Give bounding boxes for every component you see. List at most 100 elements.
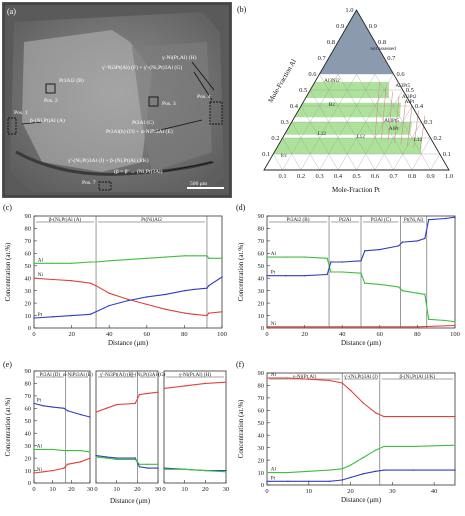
y-tick-label: 60	[258, 251, 265, 258]
y-axis-label: Concentration (at.%)	[4, 397, 12, 456]
data-point	[63, 449, 65, 452]
arrow-ijk	[161, 161, 215, 173]
data-point	[266, 275, 268, 277]
x-tick-label: 20	[347, 488, 354, 495]
x-tick-label: 40	[431, 488, 438, 495]
right-tick-label: 0.6	[397, 71, 406, 78]
y-tick-label: 0	[261, 482, 264, 489]
series-label: Pt	[271, 475, 276, 481]
data-point	[193, 288, 195, 291]
region-label: Al3Pt5	[395, 83, 410, 89]
data-point	[183, 312, 186, 314]
label-c: Pt3Al (C)	[132, 119, 154, 126]
series-line-ni	[33, 457, 91, 474]
data-point	[108, 260, 110, 262]
sem-image: (a) γ-Ni(Pt,Al) (H) γ'-Ni3Pt(Al) (F) + γ…	[2, 2, 232, 198]
y-tick-label: 40	[25, 430, 32, 437]
series-label: Al	[38, 257, 44, 263]
series-line-ni	[163, 381, 227, 389]
data-point	[341, 382, 343, 384]
data-point	[33, 402, 35, 405]
pos1-box	[7, 117, 17, 135]
y-tick-label: 70	[25, 238, 32, 245]
scale-bar-label: 500 μm	[190, 181, 208, 187]
data-point	[287, 471, 289, 474]
data-point	[341, 468, 343, 470]
left-tick-label: 0.6	[308, 71, 317, 78]
data-point	[341, 479, 343, 481]
label-h: γ-Ni(Pt,Al) (H)	[161, 54, 197, 61]
sem-mid-region	[132, 42, 212, 172]
x-tick-label: 0	[265, 488, 268, 495]
grid-line	[300, 105, 339, 171]
y-tick-label: 20	[258, 457, 265, 464]
left-axis-label: Mole-Fraction Al	[267, 58, 298, 104]
phase-label: γ'-(Ni,Pt)3Al (I)	[344, 373, 378, 380]
panel-a-label: (a)	[7, 7, 16, 16]
x-axis-label: Distance (μm)	[341, 496, 382, 504]
panel-a: (a) γ-Ni(Pt,Al) (H) γ'-Ni3Pt(Al) (F) + γ…	[2, 2, 232, 198]
grid-line	[319, 57, 385, 171]
bottom-tick-label: 0.4	[334, 173, 343, 180]
phase-label: Pt(Ni,Al)	[404, 216, 424, 223]
data-point	[193, 313, 195, 315]
y-tick-label: 60	[258, 408, 265, 415]
data-point	[164, 293, 167, 296]
data-point	[147, 463, 149, 465]
label-a: β-(Ni,Pt)Al (A)	[30, 117, 65, 124]
data-point	[89, 313, 92, 315]
data-point	[95, 261, 97, 263]
series-line-ni	[95, 391, 159, 413]
y-tick-label: 10	[25, 313, 32, 320]
data-point	[225, 471, 227, 473]
data-point	[379, 248, 381, 251]
x-tick-label: 10	[181, 486, 188, 493]
grid-line	[282, 25, 366, 171]
data-point	[379, 326, 381, 328]
label-de: Pt3Al(h) (D) + α-NiPt3Al (E)	[106, 128, 173, 135]
arrow-fg	[193, 71, 213, 101]
series-label: Ni	[37, 467, 43, 473]
panel-b-label: (b)	[237, 5, 247, 14]
sem-dark-band	[15, 150, 213, 176]
y-tick-label: 20	[25, 455, 32, 462]
data-point	[105, 456, 108, 458]
left-tick-label: 0.1	[262, 151, 270, 158]
x-tick-label: 20	[68, 486, 75, 493]
y-tick-label: 20	[25, 300, 32, 307]
x-tick-label: 20	[202, 486, 209, 493]
data-point	[134, 458, 136, 461]
data-point	[329, 379, 331, 382]
plot-frame	[163, 370, 227, 484]
data-point	[287, 480, 289, 482]
data-point	[89, 457, 91, 459]
chart-d: (d) 0 20 40 60 80 100 0 10 20 30 40 50 60 70 80 90 Pt3Al2…	[236, 203, 460, 347]
phase-label: Pt3Al2 (B)	[287, 216, 310, 223]
y-tick-label: 80	[258, 226, 265, 233]
data-point	[454, 444, 456, 446]
data-point	[146, 296, 148, 298]
y-tick-label: 10	[258, 470, 265, 477]
tie-line	[407, 105, 413, 147]
data-point	[146, 303, 148, 306]
data-point	[80, 461, 82, 463]
data-point	[401, 241, 404, 243]
y-tick-label: 90	[258, 213, 265, 220]
label-ijk: γ'-(Ni,Pt)3Al (I) + β-(Ni,Pt)Al (J/K)	[67, 157, 149, 164]
data-point	[349, 389, 352, 392]
panel-c: (c) 0 20 40 60 80 100 0 10 20 30 40 50 60 70 80 90 β-(Ni,…	[0, 200, 232, 356]
data-point	[360, 260, 362, 262]
data-point	[52, 469, 54, 472]
data-point	[221, 311, 223, 313]
data-point	[285, 275, 287, 277]
x-tick-label: 40	[106, 331, 113, 338]
data-point	[303, 275, 306, 277]
data-point	[412, 445, 414, 448]
data-point	[42, 405, 44, 407]
data-point	[383, 469, 385, 471]
data-point	[157, 467, 159, 469]
grid-line	[411, 137, 431, 171]
data-point	[134, 402, 136, 405]
grid-line	[356, 89, 403, 171]
left-tick-label: 0.5	[299, 87, 307, 94]
